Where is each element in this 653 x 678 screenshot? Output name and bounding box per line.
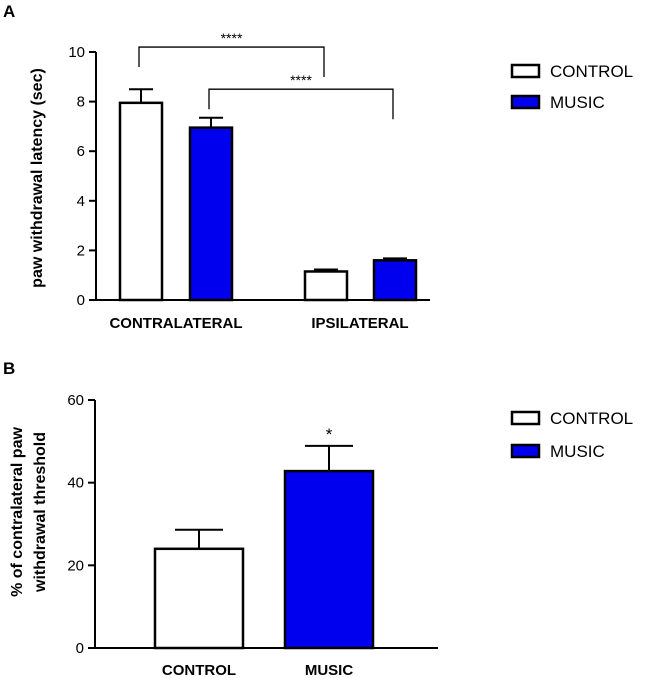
panel-a-y-axis-label: paw withdrawal latency (sec)	[29, 68, 46, 288]
panel-b-y-tick-label: 20	[67, 557, 84, 574]
panel-a-y-tick-label: 2	[77, 242, 85, 259]
panel-a-significance-bracket	[138, 46, 325, 78]
panel-a-y-tick-label: 8	[77, 94, 85, 111]
panel-b-y-tick-label: 40	[67, 475, 84, 492]
panel-a-legend-label: MUSIC	[550, 93, 605, 112]
panel-b-y-tick-label: 0	[76, 640, 84, 657]
panel-a-bar-ipsilateral-control	[303, 270, 349, 302]
panel-b-bar-control	[153, 547, 245, 650]
panel-b-bar-music	[283, 469, 375, 650]
panel-b-y-tick-label: 60	[67, 392, 84, 409]
panel-a-legend-swatch-control	[510, 63, 541, 79]
panel-b-legend-label: CONTROL	[550, 409, 633, 428]
panel-b-legend-swatch-music	[510, 443, 541, 459]
panel-b-category-label: MUSIC	[305, 662, 354, 678]
panel-a-y-tick-label: 10	[68, 44, 85, 61]
panel-a-legend-swatch-music	[510, 94, 541, 110]
panel-a-bar-contralateral-control	[118, 101, 164, 302]
panel-b-y-axis-label-line-1: % of contralateral paw	[9, 427, 26, 597]
panel-a-category-label: IPSILATERAL	[311, 315, 408, 332]
panel-b-label: B	[3, 359, 15, 378]
panel-a-label: A	[3, 2, 15, 21]
panel-a-y-tick-label: 6	[77, 143, 85, 160]
panel-a-significance-label: ****	[221, 30, 243, 46]
panel-a-significance-label: ****	[290, 72, 312, 88]
panel-a-significance-bracket	[208, 88, 394, 120]
panel-b-y-axis-label-line-2: withdrawal threshold	[32, 432, 49, 593]
panel-a-category-label: CONTRALATERAL	[109, 315, 242, 332]
panel-b-significance-label: *	[326, 425, 333, 444]
panel-a-bar-ipsilateral-music	[372, 259, 418, 302]
panel-b-legend-label: MUSIC	[550, 442, 605, 461]
panel-b-category-label: CONTROL	[162, 662, 236, 678]
panel-a-y-tick-label: 0	[77, 292, 85, 309]
panel-b-legend-swatch-control	[510, 410, 541, 426]
panel-a-y-tick-label: 4	[77, 193, 85, 210]
panel-a-bar-contralateral-music	[188, 126, 234, 302]
panel-a-legend-label: CONTROL	[550, 62, 633, 81]
